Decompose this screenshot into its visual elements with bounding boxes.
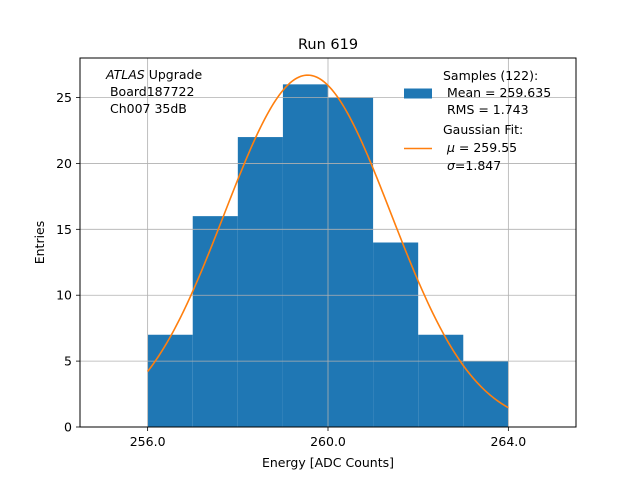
y-tick-label: 20 — [56, 156, 72, 171]
histogram-bar — [373, 242, 419, 427]
histogram-bar — [147, 334, 193, 427]
histogram-bars — [147, 84, 509, 428]
board-label: Board187722 — [106, 84, 194, 99]
channel-label: Ch007 35dB — [106, 101, 187, 116]
gaussian-fit — [147, 74, 509, 409]
histogram-bar — [237, 137, 283, 428]
legend-samples-mean: Mean = 259.635 — [443, 85, 551, 100]
y-tick-label: 15 — [56, 222, 72, 237]
legend-samples-rms: RMS = 1.743 — [443, 102, 529, 117]
legend-samples-swatch — [404, 88, 432, 99]
y-tick-label: 0 — [64, 420, 72, 435]
histogram-bar — [463, 361, 509, 427]
sigma-value: =1.847 — [455, 158, 501, 173]
y-tick-label: 5 — [64, 354, 72, 369]
histogram-bar — [282, 84, 328, 427]
legend-fit-sigma: σ=1.847 — [443, 158, 501, 173]
atlas-annotation: ATLAS Upgrade Board187722 Ch007 35dB — [105, 67, 202, 116]
mu-symbol: μ — [446, 140, 455, 155]
legend-samples-title: Samples (122): — [443, 68, 538, 83]
x-tick-label: 264.0 — [490, 434, 526, 449]
x-axis-label: Energy [ADC Counts] — [262, 455, 394, 470]
legend-fit-title: Gaussian Fit: — [443, 122, 523, 137]
mu-value: = 259.55 — [455, 140, 517, 155]
y-axis-label: Entries — [32, 221, 47, 265]
histogram-bar — [328, 97, 374, 428]
chart-title: Run 619 — [298, 37, 358, 53]
y-tick-label: 25 — [56, 90, 72, 105]
atlas-italic: ATLAS — [105, 67, 145, 82]
histogram-bar — [418, 334, 464, 427]
y-tick-label: 10 — [56, 288, 72, 303]
x-tick-label: 260.0 — [310, 434, 346, 449]
gaussian-fit-curve — [147, 74, 509, 409]
legend-fit-mu: μ = 259.55 — [443, 140, 517, 155]
atlas-label-line: ATLAS Upgrade — [105, 67, 202, 82]
atlas-upgrade: Upgrade — [145, 67, 203, 82]
x-tick-label: 256.0 — [130, 434, 166, 449]
x-axis-ticks: 256.0 260.0 264.0 — [130, 427, 526, 449]
sigma-symbol: σ — [447, 158, 456, 173]
y-axis-ticks: 0 5 10 15 20 25 — [56, 90, 80, 435]
grid-lines — [80, 58, 576, 428]
histogram-bar — [192, 216, 238, 427]
legend: Samples (122): Mean = 259.635 RMS = 1.74… — [404, 68, 551, 173]
